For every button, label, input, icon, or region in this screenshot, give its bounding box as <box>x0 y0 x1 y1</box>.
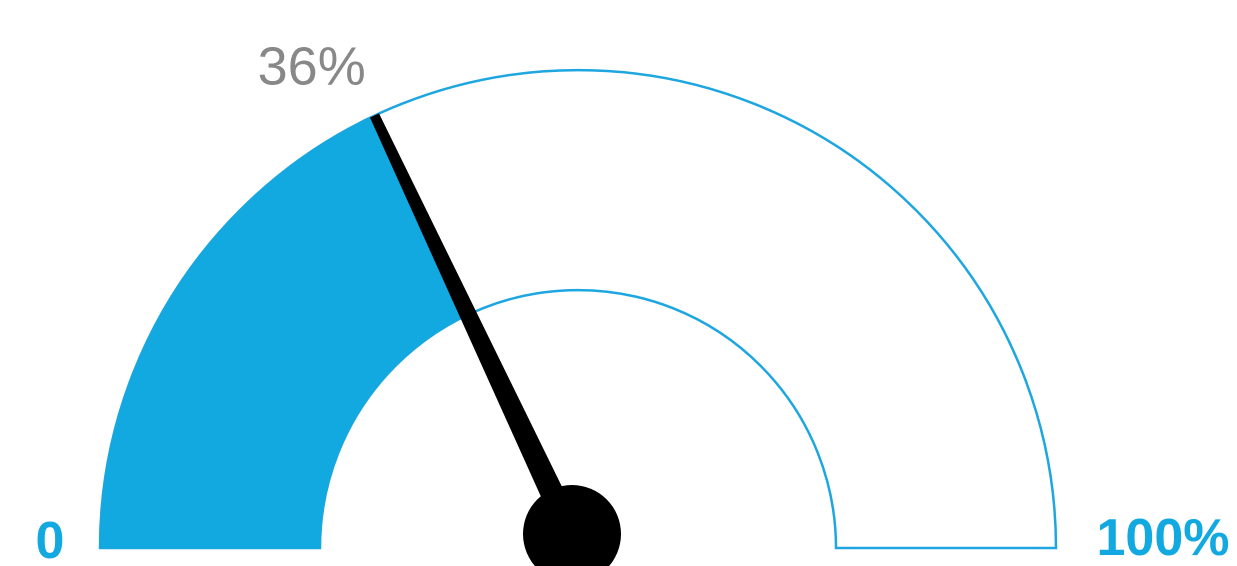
gauge-needle-hub <box>523 485 621 566</box>
gauge-max-label: 100% <box>1097 509 1230 566</box>
gauge-min-label: 0 <box>36 512 65 566</box>
gauge-filled-band <box>100 115 469 548</box>
gauge-value-label: 36% <box>258 36 366 96</box>
gauge-needle <box>370 113 572 517</box>
